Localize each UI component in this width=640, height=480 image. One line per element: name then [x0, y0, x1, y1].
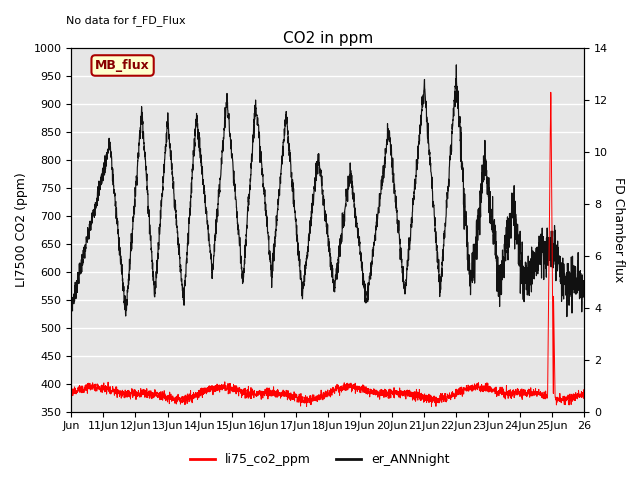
Text: No data for f_FD_Flux: No data for f_FD_Flux — [66, 15, 186, 26]
Y-axis label: LI7500 CO2 (ppm): LI7500 CO2 (ppm) — [15, 172, 28, 287]
Y-axis label: FD Chamber flux: FD Chamber flux — [612, 177, 625, 283]
Text: MB_flux: MB_flux — [95, 59, 150, 72]
Legend: li75_co2_ppm, er_ANNnight: li75_co2_ppm, er_ANNnight — [186, 448, 454, 471]
Title: CO2 in ppm: CO2 in ppm — [283, 31, 373, 46]
